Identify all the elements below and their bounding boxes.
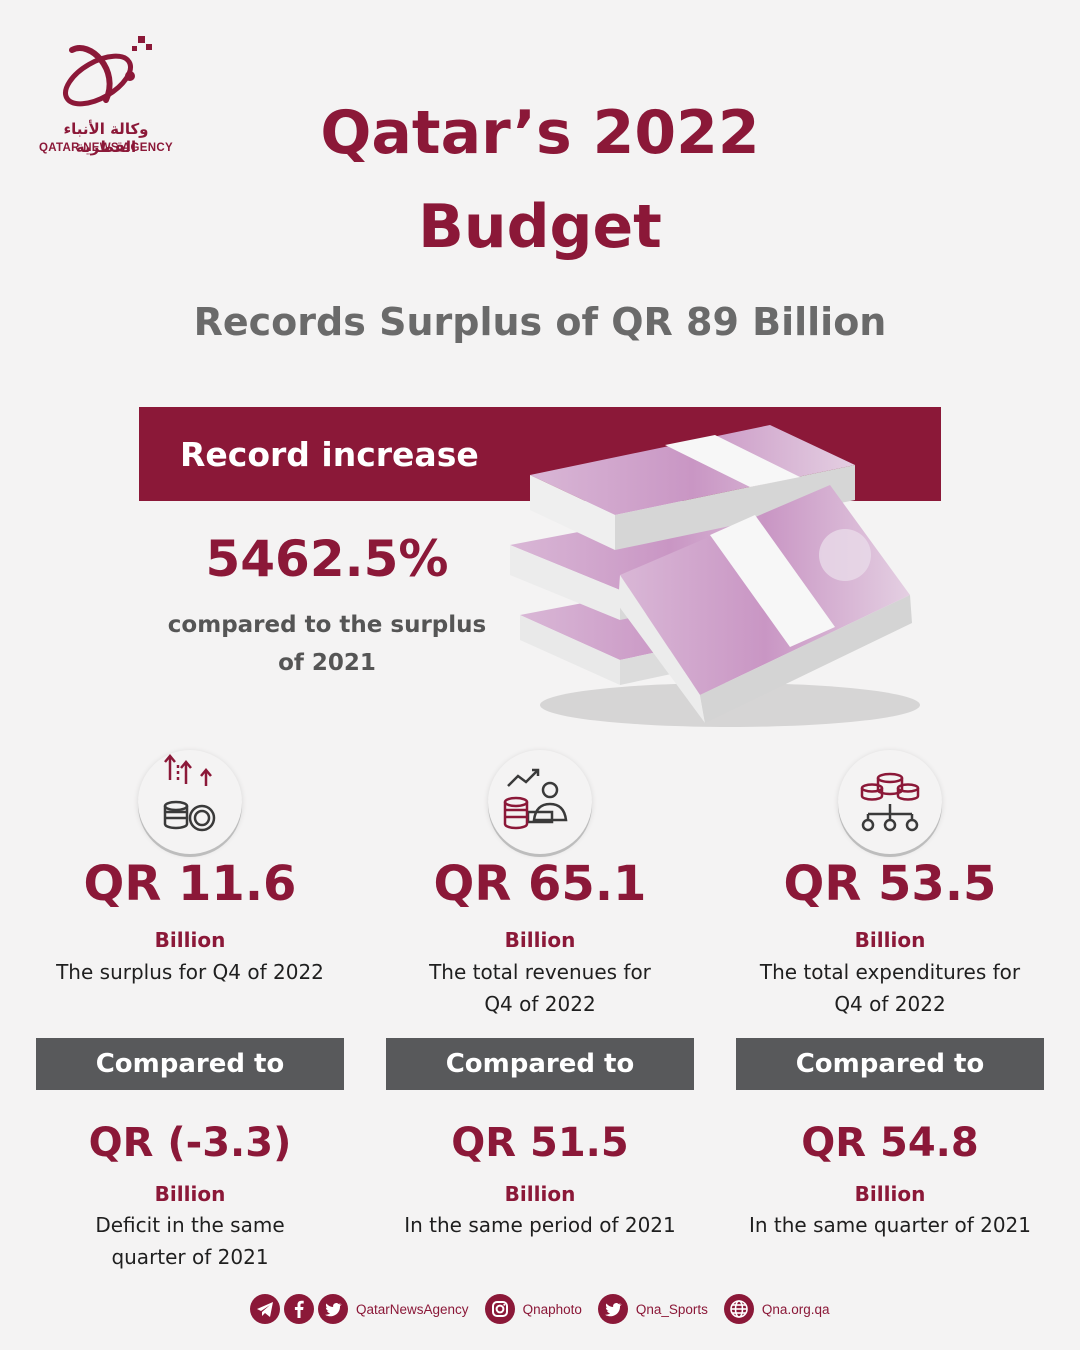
telegram-icon[interactable]	[250, 1294, 280, 1324]
expenditures-value: QR 53.5	[783, 856, 997, 912]
revenues-prev-desc-line-1: In the same period of 2021	[404, 1213, 676, 1237]
expenditures-prev-desc-line-1: In the same quarter of 2021	[748, 1213, 1032, 1237]
expenditures-compared-label: Compared to	[736, 1038, 1044, 1090]
revenues-compared-label: Compared to	[386, 1038, 694, 1090]
revenues-prev-value: QR 51.5	[451, 1120, 629, 1166]
website-link[interactable]: Qna.org.qa	[761, 1301, 830, 1317]
instagram-icon[interactable]	[484, 1294, 515, 1324]
title-line-2: Budget	[418, 192, 662, 262]
record-desc-line-2: of 2021	[278, 650, 376, 676]
stack-front-tilted	[618, 485, 912, 723]
coins-person-chart-icon	[488, 750, 592, 854]
revenues-desc-line-2: Q4 of 2022	[484, 992, 596, 1016]
qna-logo-mark	[63, 36, 152, 107]
expenditures-description: The total expenditures for Q4 of 2022	[736, 956, 1044, 1020]
twitter-icon[interactable]	[318, 1294, 348, 1324]
instagram-handle-link[interactable]: Qnaphoto	[522, 1301, 582, 1317]
surplus-desc-line-1: The surplus for Q4 of 2022	[56, 960, 324, 984]
expenditures-desc-line-1: The total expenditures for	[759, 960, 1021, 984]
surplus-prev-desc-line-1: Deficit in the same	[95, 1213, 285, 1237]
expenditures-prev-unit: Billion	[854, 1182, 926, 1206]
revenues-description: The total revenues for Q4 of 2022	[386, 956, 694, 1020]
twitter-sports-icon[interactable]	[597, 1294, 628, 1324]
surplus-description: The surplus for Q4 of 2022	[36, 956, 344, 988]
logo-arabic-name: وكالة الأنباء القطرية	[63, 120, 149, 156]
surplus-prev-desc-line-2: quarter of 2021	[111, 1245, 269, 1269]
surplus-prev-unit: Billion	[154, 1182, 226, 1206]
surplus-compared-label: Compared to	[36, 1038, 344, 1090]
revenues-prev-unit: Billion	[504, 1182, 576, 1206]
record-increase-description: compared to the surplus of 2021	[150, 606, 504, 682]
expenditures-desc-line-2: Q4 of 2022	[834, 992, 946, 1016]
expenditures-prev-description: In the same quarter of 2021	[736, 1209, 1044, 1241]
banknote-stacks-image	[510, 425, 920, 727]
revenues-unit: Billion	[504, 928, 576, 952]
record-desc-line-1: compared to the surplus	[167, 612, 487, 638]
surplus-value: QR 11.6	[83, 856, 297, 912]
coins-arrows-up-icon	[138, 750, 242, 854]
expenditures-unit: Billion	[854, 928, 926, 952]
qna-logo: وكالة الأنباء القطرية QATAR NEWS AGENCY	[30, 30, 180, 160]
sports-handle-link[interactable]: Qna_Sports	[635, 1301, 708, 1317]
revenues-value: QR 65.1	[433, 856, 647, 912]
page-title: Qatar’s 2022 Budget	[0, 86, 1080, 274]
twitter-handle-link[interactable]: QatarNewsAgency	[356, 1301, 469, 1317]
logo-english-name: QATAR NEWS AGENCY	[39, 142, 173, 154]
social-footer: QatarNewsAgency Qnaphoto Qna_Sports Qna.…	[250, 1292, 845, 1326]
surplus-prev-description: Deficit in the same quarter of 2021	[36, 1209, 344, 1273]
revenues-desc-line-1: The total revenues for	[429, 960, 651, 984]
coins-distribution-icon	[838, 750, 942, 854]
facebook-icon[interactable]	[284, 1294, 314, 1324]
expenditures-prev-value: QR 54.8	[801, 1120, 979, 1166]
stack-top	[530, 425, 855, 550]
record-increase-label: Record increase	[180, 435, 479, 474]
record-increase-percent: 5462.5%	[205, 530, 449, 588]
surplus-prev-value: QR (-3.3)	[88, 1120, 292, 1166]
title-line-1: Qatar’s 2022	[320, 98, 760, 168]
page-subtitle: Records Surplus of QR 89 Billion	[193, 300, 887, 344]
globe-icon[interactable]	[723, 1294, 754, 1324]
surplus-unit: Billion	[154, 928, 226, 952]
revenues-prev-description: In the same period of 2021	[386, 1209, 694, 1241]
